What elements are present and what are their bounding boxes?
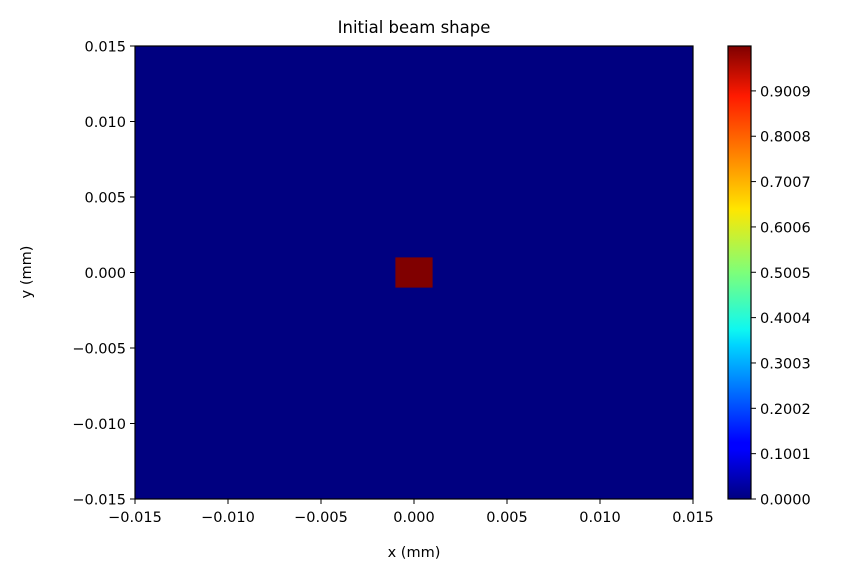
colorbar-tick-label: 0.9009 bbox=[760, 84, 811, 100]
y-tick-label: 0.015 bbox=[84, 40, 126, 56]
colorbar-tick-label: 0.4004 bbox=[760, 311, 811, 327]
colorbar-tick-label: 0.5005 bbox=[760, 266, 811, 282]
y-tick-label: 0.005 bbox=[84, 191, 126, 207]
x-axis-ticks: −0.015 −0.010 −0.005 0.000 0.005 0.010 0.015 bbox=[108, 499, 714, 526]
chart-title: Initial beam shape bbox=[338, 18, 491, 37]
x-axis-label: x (mm) bbox=[388, 545, 441, 561]
y-tick-label: 0.000 bbox=[84, 266, 126, 282]
x-tick-label: 0.005 bbox=[486, 510, 528, 526]
colorbar-ticks: 0.0000 0.1001 0.2002 0.3003 0.4004 0.5005 0.60… bbox=[751, 84, 811, 509]
x-tick-label: −0.005 bbox=[294, 510, 348, 526]
y-tick-label: −0.005 bbox=[72, 342, 126, 358]
colorbar-tick-label: 0.3003 bbox=[760, 356, 811, 372]
y-tick-label: −0.015 bbox=[72, 493, 126, 509]
x-tick-label: 0.010 bbox=[579, 510, 621, 526]
colorbar-tick-label: 0.1001 bbox=[760, 447, 811, 463]
colorbar-tick-label: 0.2002 bbox=[760, 402, 811, 418]
x-tick-label: 0.000 bbox=[393, 510, 435, 526]
colorbar-tick-label: 0.6006 bbox=[760, 220, 811, 236]
x-tick-label: −0.015 bbox=[108, 510, 162, 526]
colorbar bbox=[727, 45, 752, 500]
colorbar-tick-label: 0.0000 bbox=[760, 493, 811, 509]
y-tick-label: −0.010 bbox=[72, 417, 126, 433]
colorbar-tick-label: 0.8008 bbox=[760, 130, 811, 146]
y-tick-label: 0.010 bbox=[84, 115, 126, 131]
y-axis-label: y (mm) bbox=[19, 246, 35, 299]
x-tick-label: −0.010 bbox=[201, 510, 255, 526]
heatmap-cell bbox=[395, 257, 433, 288]
heatmap-cells bbox=[395, 257, 433, 288]
x-tick-label: 0.015 bbox=[672, 510, 714, 526]
y-axis-ticks: −0.015 −0.010 −0.005 0.000 0.005 0.010 0.015 bbox=[72, 40, 135, 509]
colorbar-tick-label: 0.7007 bbox=[760, 175, 811, 191]
